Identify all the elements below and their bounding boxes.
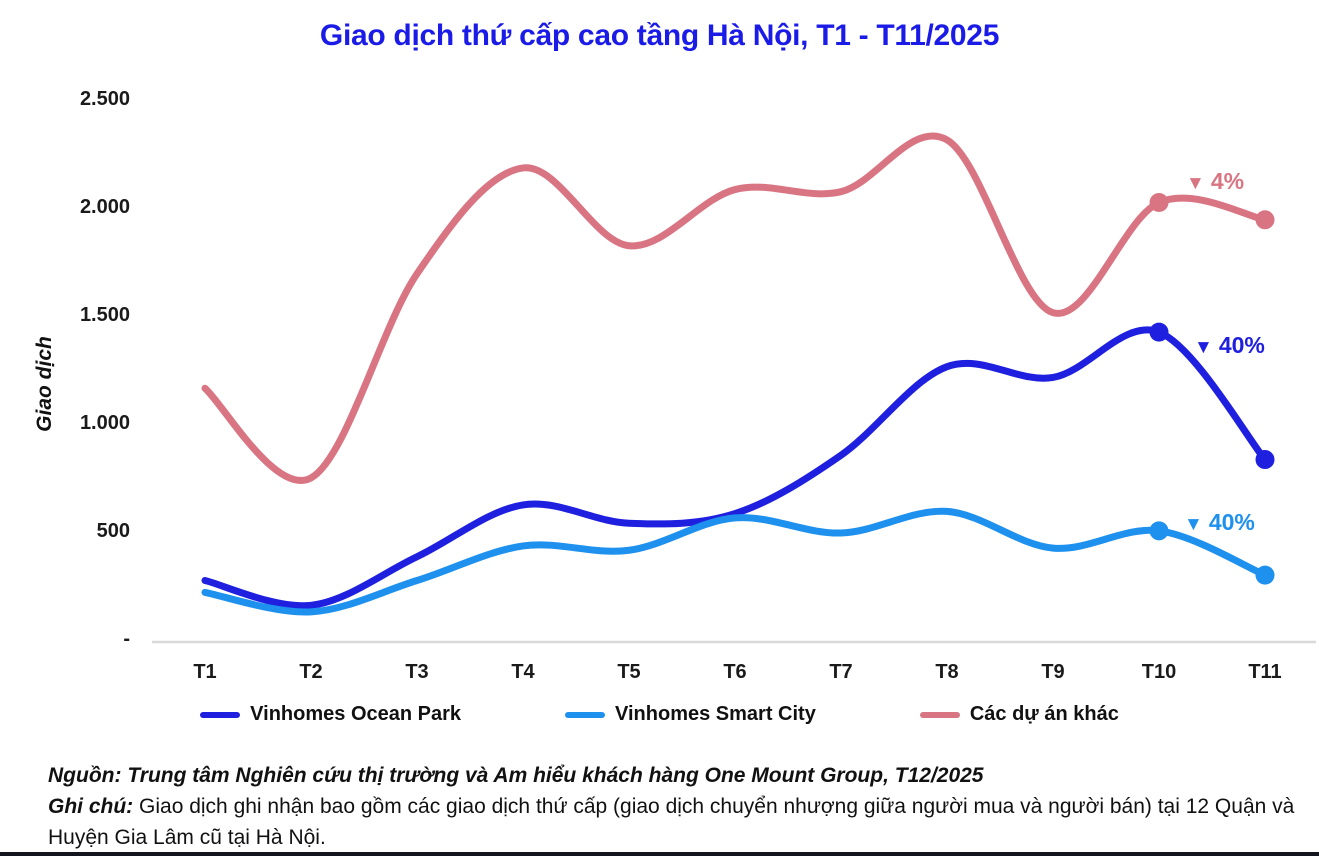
series-line-vinhomes-ocean-park xyxy=(201,326,1269,610)
legend: Vinhomes Ocean Park Vinhomes Smart City Cá… xyxy=(0,703,1319,726)
legend-label: Vinhomes Ocean Park xyxy=(250,703,462,725)
note-label: Ghi chú: xyxy=(48,795,134,818)
source-line: Nguồn: Trung tâm Nghiên cứu thị trường v… xyxy=(48,760,1300,791)
y-tick-label: 1.000 xyxy=(79,412,130,434)
source-label: Nguồn: xyxy=(48,764,122,787)
source-text: Trung tâm Nghiên cứu thị trường và Am hi… xyxy=(121,764,984,787)
bottom-divider xyxy=(0,852,1319,856)
x-tick-label: T10 xyxy=(1141,661,1177,683)
change-annotation: ▼ 40% xyxy=(1184,509,1255,536)
x-tick-label: T9 xyxy=(1041,661,1065,683)
series-line-c-c-d-n-kh-c xyxy=(201,132,1269,484)
data-point-marker xyxy=(1255,565,1275,585)
data-point-marker xyxy=(1255,450,1275,470)
x-tick-label: T5 xyxy=(617,661,641,683)
legend-label: Các dự án khác xyxy=(969,703,1119,725)
down-triangle-icon: ▼ xyxy=(1184,514,1203,535)
x-tick-label: T6 xyxy=(723,661,747,683)
legend-label: Vinhomes Smart City xyxy=(615,703,816,725)
x-tick-label: T8 xyxy=(935,661,959,683)
footer: Nguồn: Trung tâm Nghiên cứu thị trường v… xyxy=(48,760,1300,853)
note-text: Giao dịch ghi nhận bao gồm các giao dịch… xyxy=(48,795,1295,849)
down-triangle-icon: ▼ xyxy=(1186,173,1205,194)
data-point-marker xyxy=(1149,322,1169,342)
legend-swatch xyxy=(200,711,241,718)
y-tick-label: - xyxy=(123,628,130,650)
x-tick-label: T3 xyxy=(405,661,429,683)
x-tick-label: T11 xyxy=(1248,661,1282,683)
series-line-vinhomes-smart-city xyxy=(201,507,1269,616)
x-tick-label: T7 xyxy=(829,661,853,683)
y-tick-label: 1.500 xyxy=(79,304,130,326)
legend-swatch xyxy=(565,711,606,718)
y-tick-label: 500 xyxy=(96,520,130,542)
legend-item-vinhomes-smart-city: Vinhomes Smart City xyxy=(565,703,816,726)
data-point-marker xyxy=(1255,210,1275,230)
x-tick-label: T4 xyxy=(511,661,535,683)
x-tick-label: T1 xyxy=(193,661,217,683)
legend-item-vinhomes-ocean-park: Vinhomes Ocean Park xyxy=(200,703,461,726)
change-value: 40% xyxy=(1218,332,1265,358)
y-tick-label: 2.500 xyxy=(79,88,130,110)
note-line: Ghi chú: Giao dịch ghi nhận bao gồm các … xyxy=(48,791,1300,853)
change-annotation: ▼ 4% xyxy=(1186,168,1244,195)
chart-title: Giao dịch thứ cấp cao tầng Hà Nội, T1 - … xyxy=(319,19,1000,52)
x-tick-label: T2 xyxy=(299,661,323,683)
y-tick-label: 2.000 xyxy=(79,196,130,218)
down-triangle-icon: ▼ xyxy=(1194,337,1213,358)
legend-swatch xyxy=(919,711,960,718)
data-point-marker xyxy=(1149,193,1169,213)
change-value: 4% xyxy=(1210,168,1245,194)
data-point-marker xyxy=(1149,521,1169,541)
legend-item-c-c-d-n-kh-c: Các dự án khác xyxy=(919,703,1119,726)
change-annotation: ▼ 40% xyxy=(1194,332,1265,359)
change-value: 40% xyxy=(1208,509,1255,535)
